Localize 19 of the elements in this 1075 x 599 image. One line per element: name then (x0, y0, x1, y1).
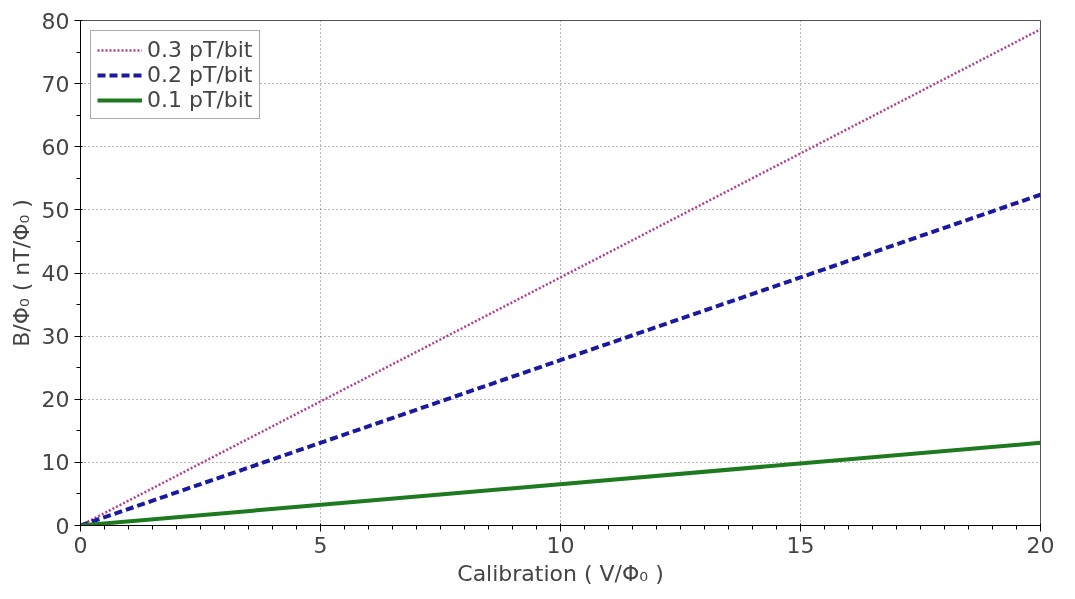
legend-label: 0.1 pT/bit (147, 87, 253, 112)
x-tick-label: 10 (546, 532, 575, 558)
x-tick-label: 0 (73, 532, 88, 558)
y-tick-label: 80 (41, 8, 70, 34)
legend-label: 0.3 pT/bit (147, 37, 253, 62)
y-tick-label: 30 (41, 324, 70, 350)
x-tick-label: 15 (786, 532, 815, 558)
y-tick-label: 40 (41, 261, 70, 286)
y-tick-label: 60 (41, 134, 70, 160)
x-tick-label: 5 (313, 532, 328, 558)
y-tick-label: 70 (41, 71, 70, 97)
y-tick-label: 20 (41, 387, 70, 413)
y-tick-label: 10 (41, 450, 70, 476)
x-axis-title: Calibration ( V/Φ₀ ) (457, 560, 664, 586)
y-axis-title: B/Φ₀ ( nT/Φ₀ ) (8, 199, 34, 347)
y-tick-label: 0 (55, 513, 70, 539)
x-tick-label: 20 (1026, 532, 1055, 558)
y-tick-label: 50 (41, 197, 70, 223)
legend-label: 0.2 pT/bit (147, 62, 253, 87)
